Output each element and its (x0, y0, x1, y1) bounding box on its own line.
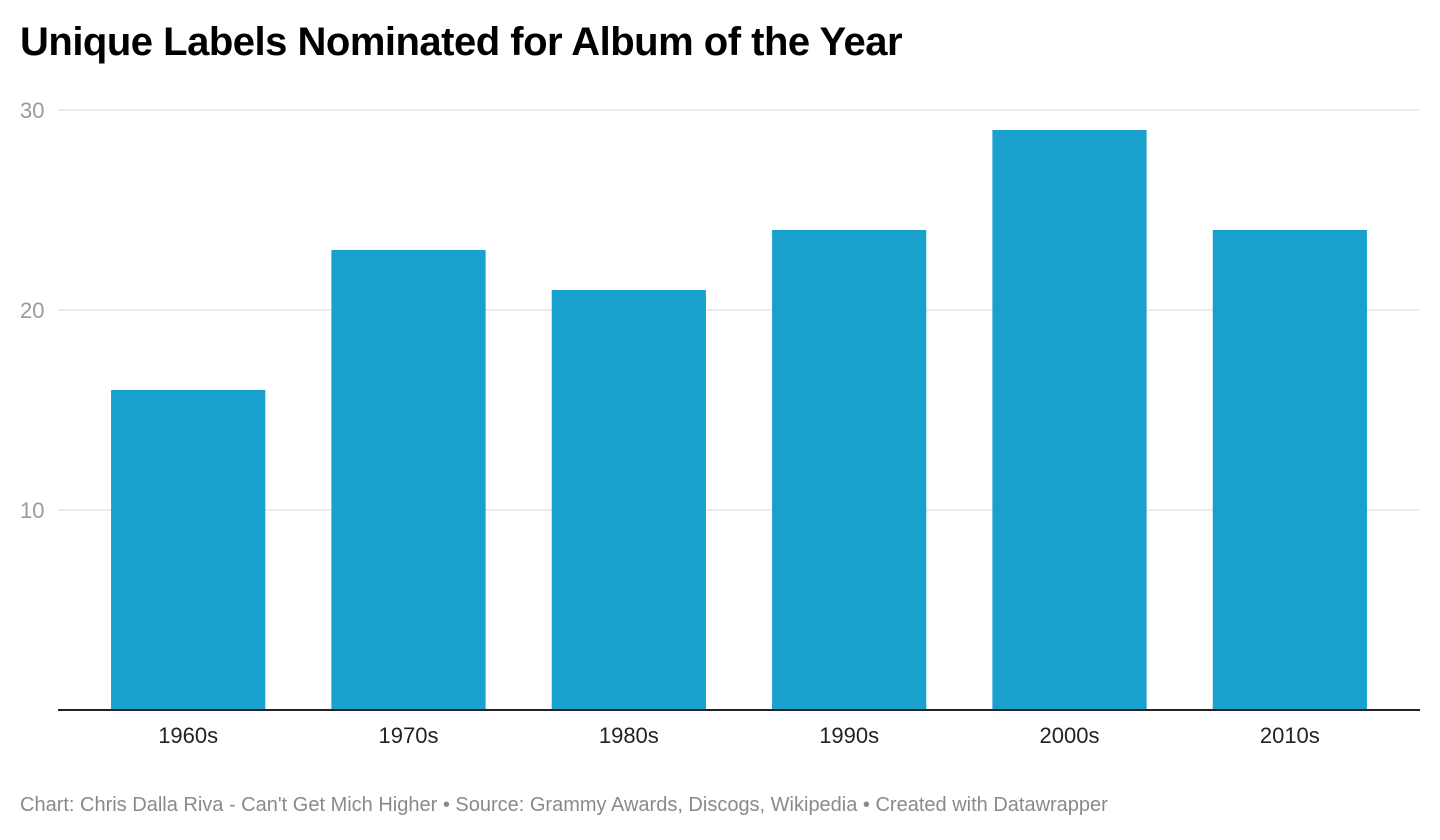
bar-1980s (551, 290, 706, 710)
bar-1960s (111, 390, 266, 710)
y-tick-label: 10 (20, 498, 44, 523)
y-tick-label: 20 (20, 298, 44, 323)
chart-title: Unique Labels Nominated for Album of the… (20, 20, 903, 64)
bar-1970s (331, 250, 486, 710)
bar-2000s (992, 130, 1147, 710)
bars (111, 130, 1367, 710)
x-tick-label: 2010s (1260, 723, 1320, 748)
bar-1990s (772, 230, 927, 710)
x-tick-label: 2000s (1040, 723, 1100, 748)
chart-footer: Chart: Chris Dalla Riva - Can't Get Mich… (20, 794, 1108, 816)
x-axis-ticks: 1960s 1970s 1980s 1990s 2000s 2010s (158, 723, 1320, 748)
x-tick-label: 1980s (599, 723, 659, 748)
y-tick-label: 30 (20, 98, 44, 123)
gridlines (58, 109, 1420, 511)
bar-chart: 10 20 30 1960s 1970s 1980s 1990s 2000s 2010s (20, 98, 1420, 748)
bar-2010s (1212, 230, 1367, 710)
x-tick-label: 1990s (819, 723, 879, 748)
y-axis-ticks: 10 20 30 (20, 98, 44, 523)
x-tick-label: 1970s (379, 723, 439, 748)
x-tick-label: 1960s (158, 723, 218, 748)
